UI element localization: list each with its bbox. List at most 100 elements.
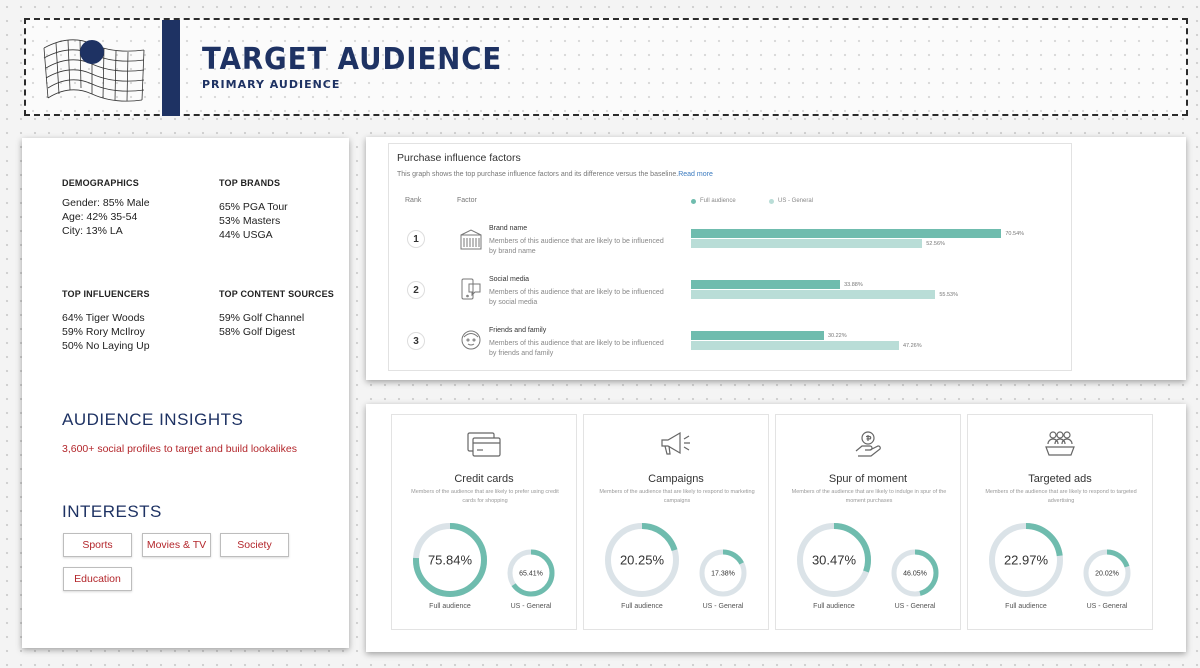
targeted-ads-panel: Targeted ads Members of the audience tha…	[967, 414, 1153, 630]
top-brands-line: 53% Masters	[219, 215, 281, 227]
interest-chip-movies-tv[interactable]: Movies & TV	[142, 533, 211, 557]
bar-us-value: 52.56%	[926, 241, 945, 247]
factor-column-header: Factor	[457, 197, 477, 204]
demographics-line: Age: 42% 35-54	[62, 211, 138, 223]
donut-full-audience-value: 22.97%	[1004, 553, 1049, 568]
people-group-icon	[1045, 431, 1075, 456]
header-accent-bar	[162, 20, 180, 116]
bar-us-value: 55.53%	[939, 292, 958, 298]
top-brands-line: 44% USGA	[219, 229, 273, 241]
bar-full-audience	[691, 229, 1002, 238]
top-brands-line: 65% PGA Tour	[219, 201, 288, 213]
donut-us-general-arc	[1083, 549, 1131, 597]
top-content-sources-line: 58% Golf Digest	[219, 326, 295, 338]
page-title: TARGET AUDIENCE	[202, 42, 503, 77]
bar-full-value: 33.88%	[844, 282, 863, 288]
legend-us-dot	[769, 198, 774, 204]
donut-full-audience: 30.47%	[797, 523, 871, 597]
donut-full-audience: 20.25%	[605, 523, 679, 597]
credit-cards-panel: Credit cards Members of the audience tha…	[391, 414, 577, 630]
interests-heading: INTERESTS	[62, 502, 162, 521]
panel-title: Spur of moment	[828, 473, 908, 485]
top-influencers-line: 64% Tiger Woods	[62, 312, 145, 324]
purchase-influence-title: Purchase influence factors	[397, 152, 521, 164]
legend-full-dot	[691, 198, 696, 204]
hand-money-icon	[855, 431, 881, 457]
bar-full-audience	[691, 280, 841, 289]
rank-column-header: Rank	[405, 197, 422, 204]
donut-full-audience-arc	[797, 523, 871, 597]
full-audience-caption: Full audience	[1005, 603, 1047, 610]
donut-us-general-arc	[507, 549, 555, 597]
top-content-sources-line: 59% Golf Channel	[219, 312, 305, 324]
social-media-icon	[461, 278, 481, 300]
panel-description: Members of the audience that are likely …	[411, 489, 559, 504]
donut-us-general-arc	[699, 549, 747, 597]
donut-full-audience-arc	[989, 523, 1063, 597]
audience-insights-text: 3,600+ social profiles to target and bui…	[62, 443, 297, 455]
us-general-caption: US - General	[702, 602, 744, 610]
donut-us-general: 20.02%	[1083, 549, 1131, 597]
top-influencers-list: 64% Tiger Woods 59% Rory McIlroy 50% No …	[62, 311, 150, 353]
top-brands-heading: TOP BRANDS	[219, 178, 281, 188]
demographics-list: Gender: 85% Male Age: 42% 35-54 City: 13…	[62, 196, 150, 238]
rank-badge-2: 2	[407, 281, 425, 299]
audience-insights-heading: AUDIENCE INSIGHTS	[62, 410, 244, 429]
page-subtitle: PRIMARY AUDIENCE	[202, 78, 341, 91]
purchase-influence-card: Purchase influence factors This graph sh…	[366, 137, 1186, 380]
donut-full-audience: 22.97%	[989, 523, 1063, 597]
full-audience-caption: Full audience	[429, 603, 471, 610]
full-audience-caption: Full audience	[813, 603, 855, 610]
factor-name: Brand name	[489, 225, 528, 232]
donut-full-audience-arc	[413, 523, 487, 597]
bar-us-general	[691, 290, 936, 299]
audience-summary-card: DEMOGRAPHICS Gender: 85% Male Age: 42% 3…	[22, 138, 349, 648]
rank-badge-3: 3	[407, 332, 425, 350]
panel-title: Campaigns	[648, 473, 704, 485]
top-brands-list: 65% PGA Tour 53% Masters 44% USGA	[219, 200, 288, 242]
demographics-line: Gender: 85% Male	[62, 197, 150, 209]
panel-title: Targeted ads	[1028, 473, 1092, 485]
read-more-link[interactable]: Read more	[678, 171, 713, 178]
us-general-caption: US - General	[1086, 602, 1128, 610]
legend-us-general: US - General	[769, 198, 813, 204]
rank-badge-1: 1	[407, 230, 425, 248]
top-influencers-line: 59% Rory McIlroy	[62, 326, 145, 338]
bar-full-value: 70.54%	[1005, 231, 1025, 237]
donut-us-general-value: 46.05%	[903, 570, 927, 577]
factor-description: Members of this audience that are likely…	[489, 289, 664, 306]
credit-card-icon	[467, 432, 501, 457]
header-banner: TARGET AUDIENCE PRIMARY AUDIENCE	[24, 18, 1188, 116]
building-icon	[460, 229, 482, 250]
face-icon	[461, 330, 481, 350]
donut-us-general-value: 20.02%	[1095, 570, 1119, 577]
bar-us-general	[691, 341, 899, 350]
panel-description: Members of the audience that are likely …	[985, 489, 1137, 504]
bar-us-general	[691, 239, 923, 248]
full-audience-caption: Full audience	[621, 603, 663, 610]
panel-description: Members of the audience that are likely …	[599, 489, 755, 504]
interest-chip-society[interactable]: Society	[220, 533, 289, 557]
top-influencers-line: 50% No Laying Up	[62, 340, 150, 352]
legend-full-audience: Full audience	[691, 198, 736, 204]
legend-full-label: Full audience	[700, 198, 736, 204]
purchase-influence-panel: Purchase influence factors This graph sh…	[388, 143, 1072, 371]
us-general-caption: US - General	[510, 602, 552, 610]
donut-full-audience-value: 30.47%	[812, 553, 857, 568]
purchase-influence-description-text: This graph shows the top purchase influe…	[397, 171, 679, 178]
donut-full-audience: 75.84%	[413, 523, 487, 597]
donut-full-audience-value: 75.84%	[428, 553, 473, 568]
factor-name: Friends and family	[489, 327, 547, 334]
donut-us-general-arc	[891, 549, 939, 597]
top-content-sources-list: 59% Golf Channel 58% Golf Digest	[219, 311, 304, 339]
demographics-heading: DEMOGRAPHICS	[62, 178, 139, 188]
campaigns-panel: Campaigns Members of the audience that a…	[583, 414, 769, 630]
panel-description: Members of the audience that are likely …	[791, 489, 947, 504]
donut-us-general: 17.38%	[699, 549, 747, 597]
donut-us-general-value: 65.41%	[519, 570, 543, 577]
interest-chip-education[interactable]: Education	[63, 567, 132, 591]
donut-us-general: 65.41%	[507, 549, 555, 597]
bar-full-value: 30.22%	[827, 333, 847, 339]
interest-chip-sports[interactable]: Sports	[63, 533, 132, 557]
bar-full-audience	[691, 331, 824, 340]
